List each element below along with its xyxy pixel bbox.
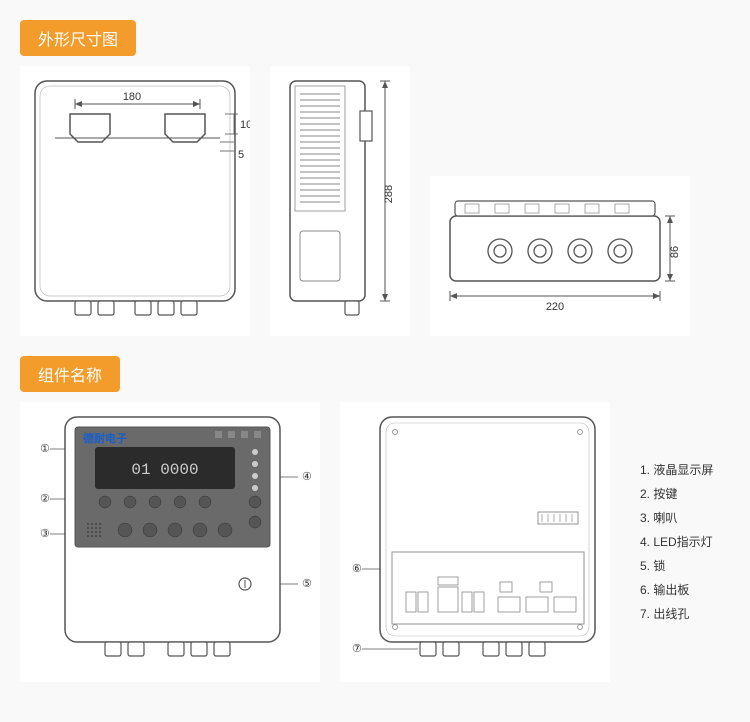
bottom-view: 86 220 [430,176,690,336]
component-front: ① ② ③ ④ ⑤ 德耐电子 01 0000 [20,402,320,682]
front-view: 180 10 5 [20,66,250,336]
callout-2: ② [40,493,50,505]
dimensions-row: 180 10 5 [20,66,730,336]
legend-item-1: 1. 液晶显示屏 [640,458,713,482]
display-digits: 01 0000 [131,461,198,479]
callout-5: ⑤ [302,578,312,590]
legend-item-6: 6. 输出板 [640,578,713,602]
dim-180: 180 [123,91,141,103]
callout-7: ⑦ [352,643,362,655]
legend-item-2: 2. 按键 [640,482,713,506]
callout-1: ① [40,443,50,455]
dim-10: 10 [240,119,250,131]
legend: 1. 液晶显示屏 2. 按键 3. 喇叭 4. LED指示灯 5. 锁 6. 输… [640,458,713,626]
side-view: 288 [270,66,410,336]
section-header-dimensions: 外形尺寸图 [20,20,136,56]
legend-item-7: 7. 出线孔 [640,602,713,626]
legend-item-5: 5. 锁 [640,554,713,578]
dim-5: 5 [238,149,244,161]
legend-item-3: 3. 喇叭 [640,506,713,530]
dim-86: 86 [669,246,681,258]
components-row: ① ② ③ ④ ⑤ 德耐电子 01 0000 [20,402,730,682]
dim-288: 288 [383,185,395,203]
dim-220: 220 [546,301,564,313]
section-header-components: 组件名称 [20,356,120,392]
component-internal: ⑥ ⑦ [340,402,610,682]
callout-4: ④ [302,471,312,483]
callout-6: ⑥ [352,563,362,575]
brand-label: 德耐电子 [82,431,127,445]
callout-3: ③ [40,528,50,540]
legend-item-4: 4. LED指示灯 [640,530,713,554]
